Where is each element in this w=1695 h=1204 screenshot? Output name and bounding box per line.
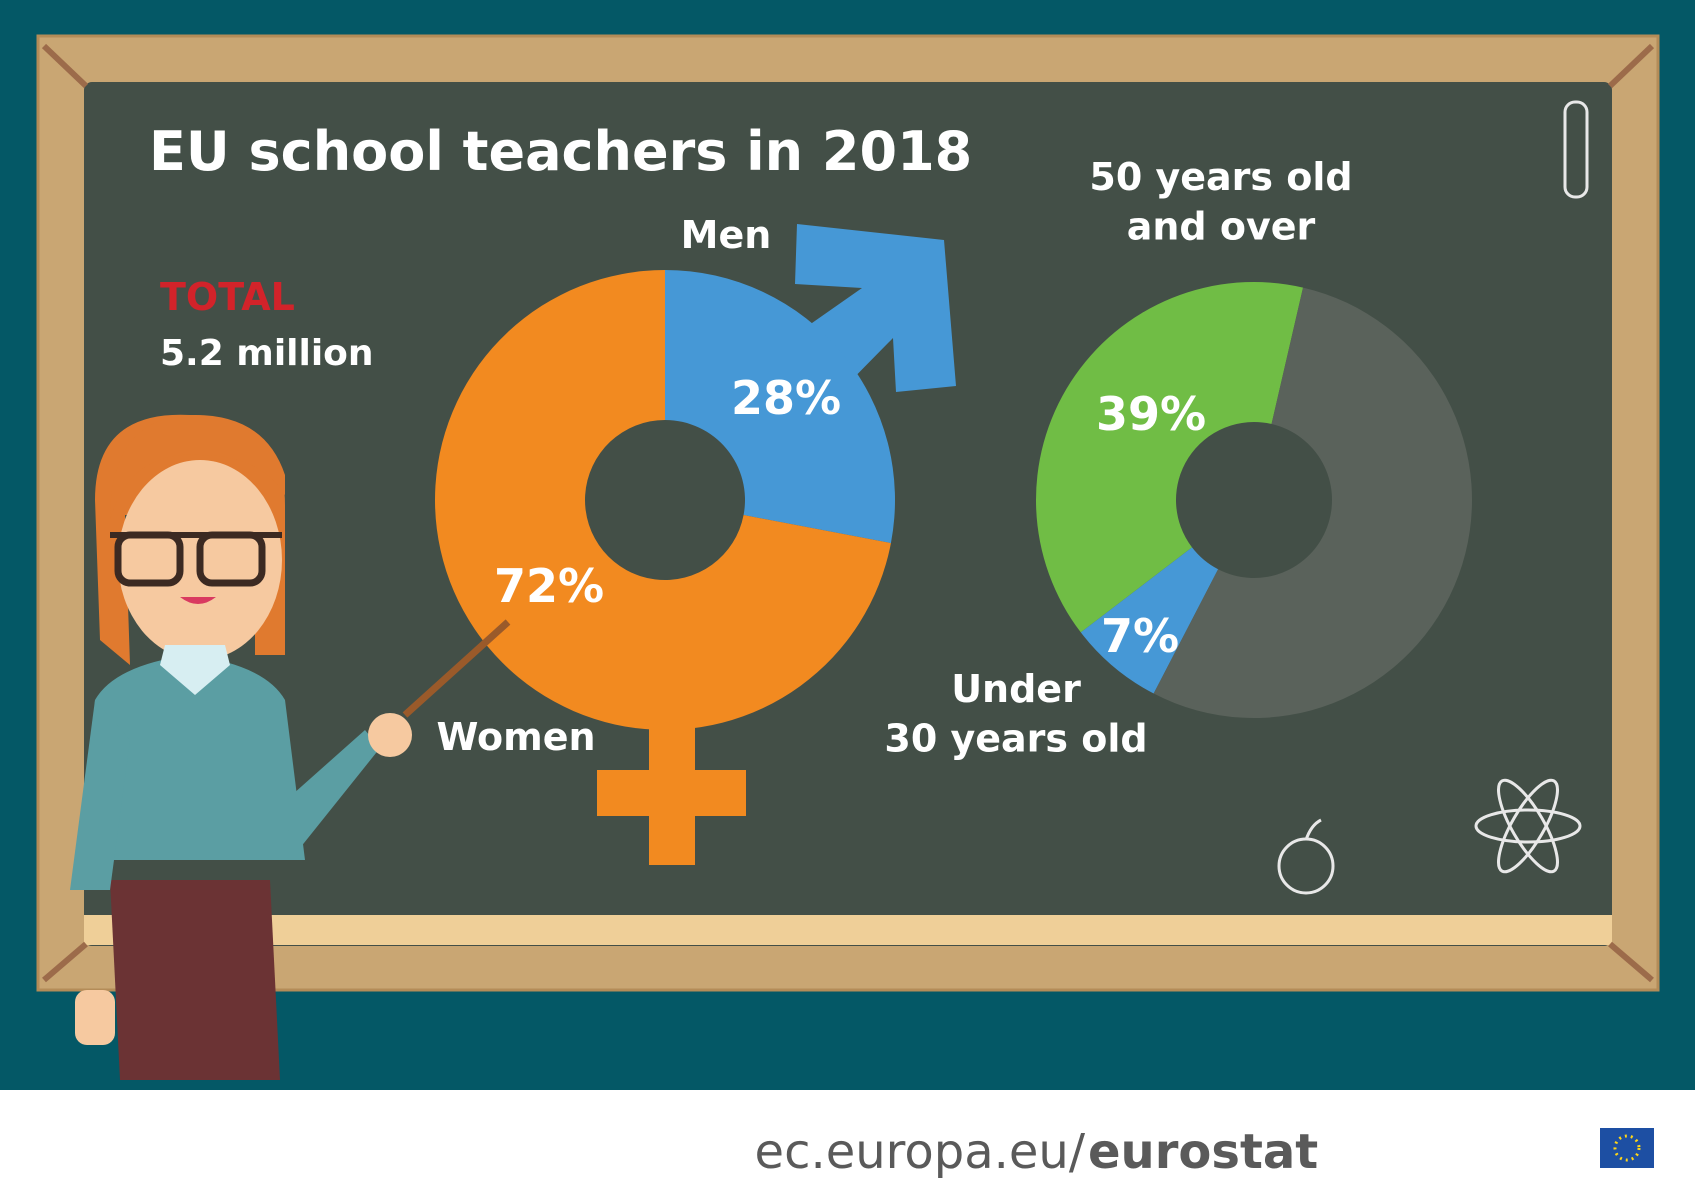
donut-segment xyxy=(1036,281,1304,633)
chalk-ledge xyxy=(84,915,1612,945)
title: EU school teachers in 2018 xyxy=(149,120,972,183)
donut-segment xyxy=(434,270,891,730)
donut-segment xyxy=(1080,547,1219,694)
donut-segment xyxy=(1153,287,1472,718)
eu-flag xyxy=(1600,1128,1654,1168)
value-label: 28% xyxy=(731,371,841,425)
teacher xyxy=(70,414,511,1080)
value-label: 7% xyxy=(1101,609,1179,663)
total-label: TOTAL xyxy=(160,275,295,319)
female-cross-bar xyxy=(597,770,746,816)
category-label: 50 years old and over xyxy=(1089,155,1352,248)
footer-band xyxy=(0,1090,1695,1200)
total-value: 5.2 million xyxy=(160,333,374,374)
frame-corners xyxy=(41,43,1655,983)
category-label: Under 30 years old xyxy=(884,667,1147,760)
doodles xyxy=(1277,100,1589,895)
value-label: 39% xyxy=(1096,387,1206,441)
eu-stars xyxy=(1613,1134,1641,1162)
donut-segment xyxy=(665,270,895,544)
category-label: Men xyxy=(681,213,772,257)
footer-site: ec.europa.eu/ xyxy=(755,1124,1086,1180)
footer-brand: eurostat xyxy=(1088,1124,1318,1180)
category-label: Women xyxy=(436,715,595,759)
value-label: 72% xyxy=(494,559,604,613)
charts: Men 28% Women 72% 50 years old and over 39% Und… xyxy=(434,155,1472,760)
